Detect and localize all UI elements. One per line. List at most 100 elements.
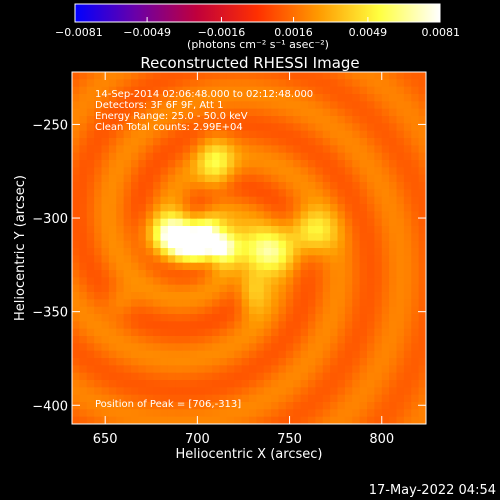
heatmap-cell (315, 218, 324, 227)
heatmap-cell (212, 299, 221, 308)
heatmap-cell (256, 174, 265, 183)
heatmap-cell (212, 328, 221, 337)
heatmap-cell (72, 248, 80, 256)
heatmap-cell (389, 306, 398, 315)
heatmap-cell (352, 196, 361, 205)
heatmap-cell (367, 262, 375, 271)
heatmap-cell (145, 101, 154, 110)
heatmap-cell (86, 372, 95, 381)
heatmap-cell (396, 402, 405, 410)
heatmap-cell (315, 145, 324, 154)
heatmap-cell (153, 218, 162, 227)
heatmap-cell (167, 123, 176, 132)
heatmap-cell (300, 116, 309, 124)
heatmap-cell (344, 233, 353, 242)
heatmap-cell (94, 277, 103, 286)
heatmap-cell (72, 196, 80, 205)
heatmap-cell (403, 372, 412, 381)
heatmap-cell (175, 358, 184, 366)
heatmap-cell (153, 174, 162, 183)
heatmap-cell (389, 416, 398, 424)
heatmap-cell (197, 387, 206, 396)
heatmap-cell (72, 94, 80, 102)
heatmap-cell (167, 394, 176, 403)
y-tick-label: −400 (32, 399, 68, 414)
heatmap-cell (263, 79, 272, 88)
heatmap-cell (123, 130, 132, 139)
heatmap-cell (330, 321, 339, 330)
heatmap-cell (72, 372, 80, 381)
heatmap-cell (197, 123, 206, 132)
heatmap-cell (367, 204, 375, 212)
heatmap-cell (403, 196, 412, 205)
heatmap-cell (359, 218, 368, 227)
heatmap-cell (234, 211, 243, 220)
heatmap-cell (359, 138, 368, 146)
heatmap-cell (197, 248, 206, 256)
heatmap-cell (418, 394, 426, 403)
heatmap-cell (138, 284, 147, 293)
heatmap-cell (241, 152, 250, 161)
y-tick-label: −250 (32, 118, 68, 133)
heatmap-cell (374, 314, 383, 322)
heatmap-cell (79, 204, 88, 212)
heatmap-cell (278, 402, 287, 410)
heatmap-cell (330, 189, 339, 198)
heatmap-cell (300, 226, 309, 234)
heatmap-cell (381, 72, 390, 80)
heatmap-cell (249, 240, 257, 249)
heatmap-cell (278, 108, 287, 117)
heatmap-cell (411, 270, 420, 278)
heatmap-cell (374, 306, 383, 315)
heatmap-cell (94, 292, 103, 300)
heatmap-cell (190, 94, 198, 102)
heatmap-cell (131, 299, 139, 308)
heatmap-cell (352, 394, 361, 403)
heatmap-cell (160, 394, 169, 403)
heatmap-cell (256, 255, 265, 264)
heatmap-cell (79, 123, 88, 132)
heatmap-cell (300, 336, 309, 344)
heatmap-cell (249, 86, 257, 95)
heatmap-cell (389, 218, 398, 227)
heatmap-cell (241, 328, 250, 337)
heatmap-cell (278, 365, 287, 374)
heatmap-cell (418, 380, 426, 388)
heatmap-cell (116, 306, 125, 315)
heatmap-cell (190, 387, 198, 396)
heatmap-cell (190, 211, 198, 220)
heatmap-cell (226, 299, 235, 308)
heatmap-cell (182, 314, 191, 322)
heatmap-cell (315, 86, 324, 95)
heatmap-cell (160, 358, 169, 366)
heatmap-cell (344, 72, 353, 80)
heatmap-cell (153, 314, 162, 322)
heatmap-cell (285, 255, 294, 264)
heatmap-cell (263, 94, 272, 102)
heatmap-cell (293, 116, 302, 124)
heatmap-cell (175, 145, 184, 154)
heatmap-cell (367, 270, 375, 278)
heatmap-cell (271, 328, 280, 337)
heatmap-cell (315, 409, 324, 418)
heatmap-cell (234, 402, 243, 410)
heatmap-cell (411, 336, 420, 344)
heatmap-cell (359, 402, 368, 410)
heatmap-cell (212, 343, 221, 352)
heatmap-cell (101, 160, 110, 168)
heatmap-cell (182, 108, 191, 117)
heatmap-cell (249, 402, 257, 410)
heatmap-cell (293, 218, 302, 227)
heatmap-cell (403, 204, 412, 212)
heatmap-cell (285, 299, 294, 308)
heatmap-cell (285, 152, 294, 161)
heatmap-cell (167, 182, 176, 190)
heatmap-cell (138, 336, 147, 344)
heatmap-cell (241, 79, 250, 88)
heatmap-cell (249, 358, 257, 366)
heatmap-cell (182, 343, 191, 352)
heatmap-cell (411, 372, 420, 381)
heatmap-cell (131, 218, 139, 227)
heatmap-cell (94, 174, 103, 183)
heatmap-cell (131, 277, 139, 286)
